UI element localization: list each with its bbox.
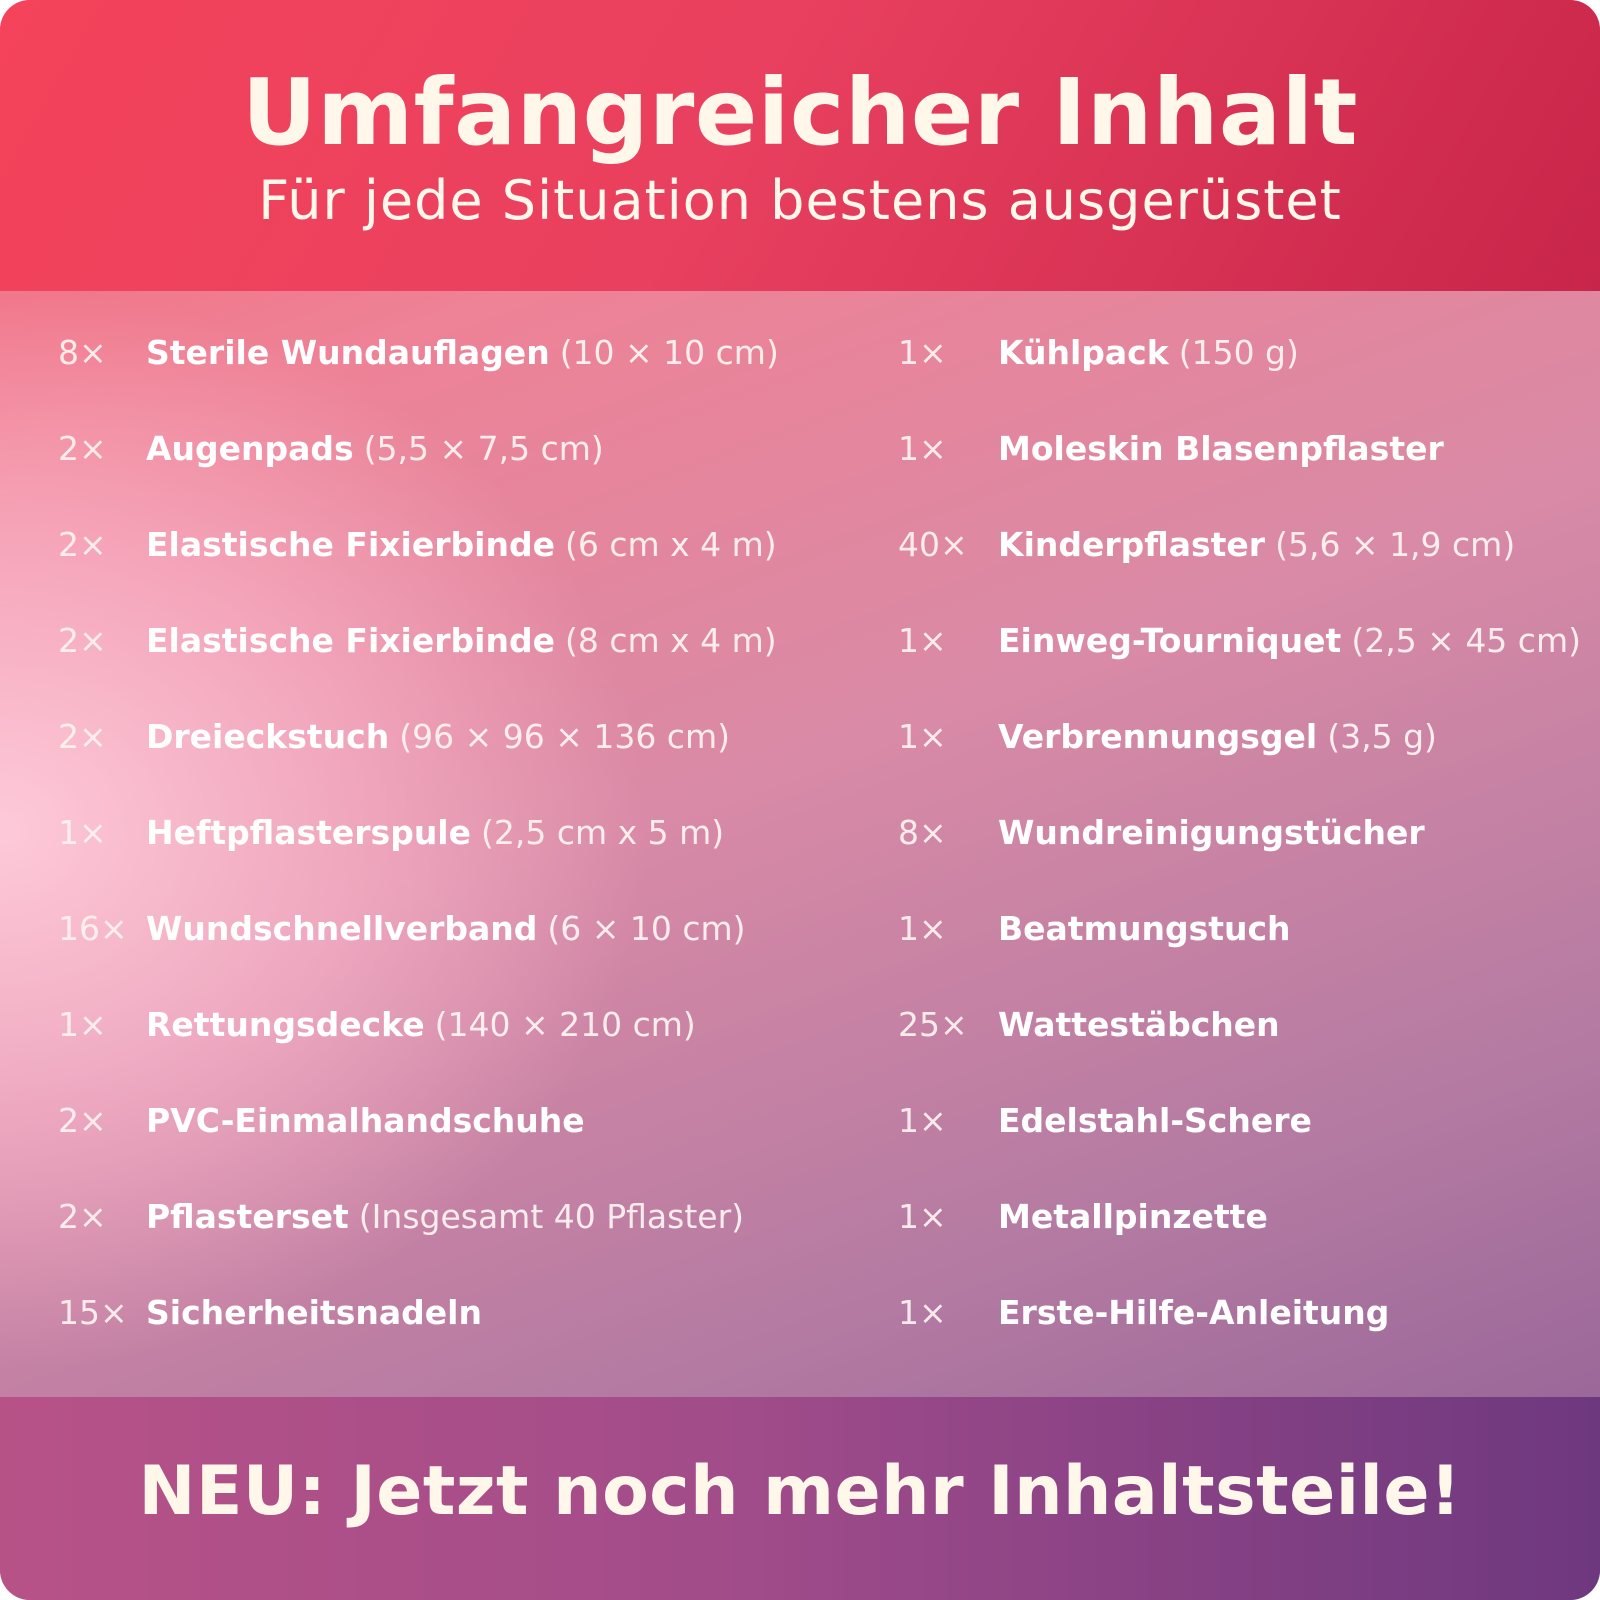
item-name: Wundschnellverband [146,909,538,948]
item-name: PVC-Einmalhandschuhe [146,1101,585,1140]
footer-headline: NEU: Jetzt noch mehr Inhaltsteile! [138,1452,1462,1531]
item-detail: (2,5 cm x 5 m) [481,813,725,852]
item-name-line: Wundschnellverband (6 × 10 cm) [146,899,746,959]
item-quantity: 16× [58,909,128,948]
item-detail: (96 × 96 × 136 cm) [399,717,730,756]
item-name: Elastische Fixierbinde [146,621,555,660]
item-name: Metallpinzette [998,1197,1268,1236]
item-name-line: Edelstahl-Schere [998,1091,1312,1151]
item-name: Wattestäbchen [998,1005,1280,1044]
item-name: Verbrennungsgel [998,717,1318,756]
item-detail: (150 g) [1178,333,1299,372]
item-name-line: Moleskin Blasenpflaster [998,419,1444,479]
header-banner: Umfangreicher Inhalt Für jede Situation … [0,0,1600,291]
item-quantity: 2× [58,621,107,660]
item-name-line: Sterile Wundauflagen (10 × 10 cm) [146,323,779,383]
item-name-line: Einweg-Tourniquet (2,5 × 45 cm) [998,611,1581,671]
item-detail: (Insgesamt 40 Pflaster) [358,1197,745,1236]
item-name-line: Elastische Fixierbinde (6 cm x 4 m) [146,515,777,575]
item-quantity: 2× [58,1197,107,1236]
item-name-line: Elastische Fixierbinde (8 cm x 4 m) [146,611,777,671]
item-name: Moleskin Blasenpflaster [998,429,1444,468]
item-detail: (6 cm x 4 m) [564,525,777,564]
item-name-line: Kühlpack (150 g) [998,323,1299,383]
item-detail: (6 × 10 cm) [547,909,746,948]
item-name: Kinderpflaster [998,525,1266,564]
item-name-line: Pflasterset (Insgesamt 40 Pflaster) [146,1187,744,1247]
item-quantity: 1× [898,1101,947,1140]
item-name-line: Dreieckstuch (96 × 96 × 136 cm) [146,707,730,767]
item-quantity: 15× [58,1293,128,1332]
item-name-line: Beatmungstuch [998,899,1291,959]
item-detail: (5,5 × 7,5 cm) [363,429,604,468]
item-name-line: Kinderpflaster (5,6 × 1,9 cm) [998,515,1515,575]
item-name-line: Augenpads (5,5 × 7,5 cm) [146,419,604,479]
item-quantity: 8× [58,333,107,372]
item-name: Sicherheitsnadeln [146,1293,482,1332]
item-name-line: PVC-Einmalhandschuhe [146,1091,585,1151]
item-quantity: 1× [898,909,947,948]
footer-banner: NEU: Jetzt noch mehr Inhaltsteile! [0,1397,1600,1600]
item-name: Pflasterset [146,1197,349,1236]
item-name-line: Wattestäbchen [998,995,1280,1055]
item-quantity: 1× [898,717,947,756]
item-name: Heftpflasterspule [146,813,472,852]
item-name: Beatmungstuch [998,909,1291,948]
item-quantity: 1× [58,1005,107,1044]
item-quantity: 8× [898,813,947,852]
item-quantity: 1× [898,333,947,372]
item-name: Erste-Hilfe-Anleitung [998,1293,1390,1332]
page-title: Umfangreicher Inhalt [242,59,1358,166]
item-quantity: 1× [898,621,947,660]
item-quantity: 2× [58,717,107,756]
item-name: Rettungsdecke [146,1005,425,1044]
item-name-line: Verbrennungsgel (3,5 g) [998,707,1437,767]
item-detail: (3,5 g) [1327,717,1437,756]
item-name: Dreieckstuch [146,717,390,756]
item-detail: (10 × 10 cm) [559,333,779,372]
item-quantity: 2× [58,525,107,564]
item-detail: (140 × 210 cm) [434,1005,696,1044]
item-name: Kühlpack [998,333,1169,372]
contents-list: 8× Sterile Wundauflagen (10 × 10 cm) 2× Auge… [0,291,1600,1397]
item-name: Wundreinigungstücher [998,813,1425,852]
item-name: Elastische Fixierbinde [146,525,555,564]
item-quantity: 2× [58,1101,107,1140]
item-name-line: Wundreinigungstücher [998,803,1425,863]
item-name-line: Erste-Hilfe-Anleitung [998,1283,1389,1343]
item-detail: (8 cm x 4 m) [564,621,777,660]
item-name-line: Rettungsdecke (140 × 210 cm) [146,995,696,1055]
item-name-line: Metallpinzette [998,1187,1268,1247]
item-quantity: 1× [898,1197,947,1236]
item-name: Augenpads [146,429,354,468]
item-quantity: 1× [58,813,107,852]
item-detail: (5,6 × 1,9 cm) [1275,525,1516,564]
item-detail: (2,5 × 45 cm) [1351,621,1581,660]
item-quantity: 2× [58,429,107,468]
item-quantity: 40× [898,525,968,564]
item-quantity: 1× [898,1293,947,1332]
item-quantity: 25× [898,1005,968,1044]
item-name: Edelstahl-Schere [998,1101,1312,1140]
page-subtitle: Für jede Situation bestens ausgerüstet [258,169,1342,232]
item-name-line: Heftpflasterspule (2,5 cm x 5 m) [146,803,724,863]
item-quantity: 1× [898,429,947,468]
item-name-line: Sicherheitsnadeln [146,1283,482,1343]
item-name: Einweg-Tourniquet [998,621,1342,660]
item-name: Sterile Wundauflagen [146,333,550,372]
